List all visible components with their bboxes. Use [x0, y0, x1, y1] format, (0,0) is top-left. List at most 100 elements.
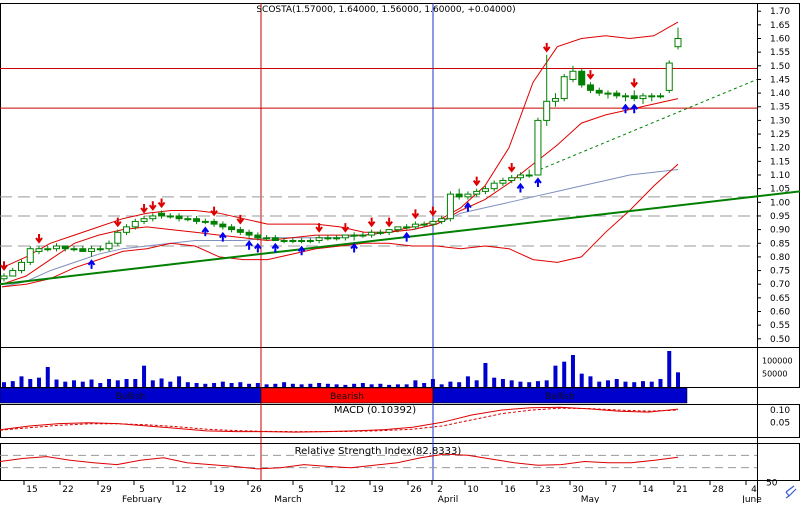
sell-arrow-icon [149, 201, 157, 211]
volume-bar [72, 380, 77, 387]
y-tick-label: 0.50 [770, 335, 790, 345]
volume-bar [343, 384, 348, 387]
sell-arrow-icon [542, 42, 551, 53]
candle-body [464, 193, 472, 198]
sell-arrow-icon [113, 217, 122, 228]
volume-bar [667, 351, 672, 387]
volume-bar [159, 378, 164, 387]
y-tick-label: 1.70 [770, 7, 790, 17]
volume-bar [273, 383, 278, 387]
trend-band-label: Bullish [545, 392, 575, 402]
candle-body [228, 226, 236, 231]
y-tick-label: 1.25 [770, 130, 790, 140]
trendline [0, 190, 800, 286]
volume-bar [203, 383, 208, 387]
volume-bar [422, 383, 427, 387]
candle-body [368, 231, 376, 236]
sell-arrow-icon [236, 214, 245, 225]
candle-body [18, 261, 26, 272]
buy-arrow-icon [516, 182, 525, 193]
x-day-label: 4 [751, 485, 757, 495]
bollinger-lower-line [1, 163, 679, 288]
volume-bar [404, 384, 409, 387]
volume-bar [264, 384, 269, 387]
volume-bar [527, 382, 532, 387]
y-tick-label: 1.45 [770, 75, 790, 85]
sell-arrow-icon [35, 233, 43, 244]
y-tick-label: 1.55 [770, 48, 790, 58]
candle-body [560, 76, 568, 100]
y-tick-label: 1.30 [770, 116, 790, 126]
y-tick-label: 0.85 [770, 239, 790, 249]
volume-bar [177, 376, 182, 387]
volume-bar [317, 383, 322, 387]
volume-bar [360, 383, 365, 387]
candle-body [438, 218, 446, 222]
x-day-label: 10 [467, 485, 479, 495]
volume-bar [474, 380, 479, 387]
x-day-label: 5 [139, 485, 145, 495]
x-day-label: 30 [572, 485, 584, 495]
candle-body [595, 89, 603, 94]
candle-body [140, 218, 148, 222]
volume-bar [352, 383, 357, 387]
volume-bar [597, 381, 602, 387]
candle-body [245, 231, 253, 236]
candle-body [665, 62, 673, 91]
candle-body [341, 234, 349, 239]
rsi-line [0, 453, 757, 470]
candle-body [88, 248, 96, 252]
rsi-title: Relative Strength Index(82.8333) [295, 446, 462, 457]
x-day-label: 21 [676, 485, 687, 495]
candle-body [263, 237, 271, 240]
volume-bar [588, 376, 593, 387]
volume-bar [98, 383, 103, 387]
x-day-label: 5 [298, 485, 304, 495]
volume-bar [220, 381, 225, 387]
sell-arrow-icon [411, 209, 420, 220]
sell-arrow-icon [630, 78, 639, 89]
candle-body [306, 240, 314, 243]
candle-body [175, 215, 183, 220]
bollinger-bands [0, 21, 800, 288]
pencil-sketch-icon[interactable] [785, 485, 797, 499]
macd-tick-label: 0.05 [770, 418, 790, 428]
volume-bar [457, 382, 462, 387]
x-month-label: April [438, 495, 459, 503]
candle-body [280, 240, 288, 243]
volume-bar [107, 379, 112, 387]
x-day-label: 16 [504, 485, 516, 495]
buy-arrow-icon [464, 201, 472, 212]
x-day-label: 2 [437, 485, 443, 495]
sell-arrow-icon [157, 198, 166, 209]
candle-body [376, 231, 384, 234]
volume-bar [544, 380, 549, 387]
volume-bar [465, 376, 470, 387]
sell-arrow-icon [429, 206, 437, 217]
candle-body [648, 95, 656, 98]
candle-body [543, 100, 551, 121]
candle-body [53, 245, 61, 250]
y-tick-label: 0.90 [770, 226, 790, 236]
trend-band-label: Bullish [116, 392, 146, 402]
buy-arrow-icon [621, 103, 630, 114]
candle-body [315, 237, 323, 242]
candle-body [490, 182, 498, 190]
x-month-label: February [122, 495, 163, 503]
candle-body [516, 174, 524, 179]
candle-body [586, 84, 594, 91]
y-tick-label: 1.40 [770, 89, 790, 99]
candle-body [149, 215, 157, 220]
macd-lines [0, 406, 679, 433]
y-tick-label: 0.80 [770, 253, 790, 263]
x-day-label: 15 [26, 485, 37, 495]
volume-bar [229, 383, 234, 387]
candle-body [254, 234, 262, 239]
sell-arrow-icon [507, 163, 516, 173]
candle-body [639, 95, 647, 100]
candle-body [210, 220, 218, 225]
volume-bar [658, 379, 663, 387]
x-month-label: May [581, 495, 600, 503]
volume-bar [448, 381, 453, 387]
reference-lines [0, 3, 757, 480]
